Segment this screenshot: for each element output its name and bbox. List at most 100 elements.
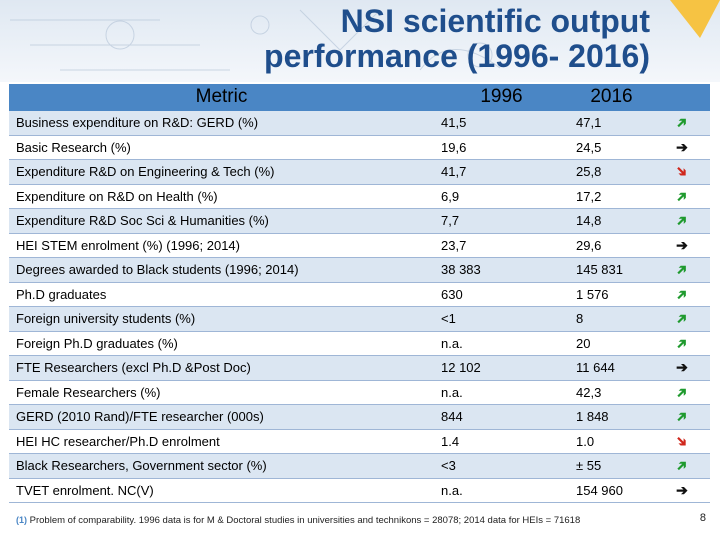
- value-2016-cell: 8: [569, 306, 654, 332]
- header-1996: 1996: [434, 84, 569, 111]
- footnote: (1) Problem of comparability. 1996 data …: [16, 514, 636, 527]
- metric-cell: Black Researchers, Government sector (%): [9, 453, 434, 479]
- page-title: NSI scientific output performance (1996-…: [264, 4, 650, 74]
- table-header-row: Metric 1996 2016: [9, 84, 710, 111]
- trend-cell: ➔: [654, 135, 710, 160]
- metric-cell: FTE Researchers (excl Ph.D &Post Doc): [9, 355, 434, 381]
- value-2016-cell: 1.0: [569, 429, 654, 454]
- value-1996-cell: <3: [434, 453, 569, 479]
- trend-up-arrow-icon: ➔: [671, 406, 692, 427]
- trend-cell: ➔: [654, 184, 710, 209]
- value-1996-cell: 7,7: [434, 208, 569, 234]
- value-2016-cell: 17,2: [569, 184, 654, 209]
- trend-cell: ➔: [654, 306, 710, 332]
- trend-cell: ➔: [654, 233, 710, 258]
- table-row: Black Researchers, Government sector (%)…: [9, 453, 710, 479]
- trend-cell: ➔: [654, 453, 710, 479]
- value-2016-cell: 145 831: [569, 257, 654, 283]
- trend-cell: ➔: [654, 257, 710, 283]
- page-number: 8: [699, 512, 706, 524]
- trend-up-arrow-icon: ➔: [671, 112, 692, 133]
- table-row: Ph.D graduates 630 1 576 ➔: [9, 282, 710, 307]
- trend-up-arrow-icon: ➔: [671, 284, 692, 304]
- trend-cell: ➔: [654, 282, 710, 307]
- value-1996-cell: 23,7: [434, 233, 569, 258]
- value-1996-cell: n.a.: [434, 331, 569, 356]
- title-line-2: performance (1996- 2016): [264, 38, 650, 74]
- metric-cell: Degrees awarded to Black students (1996;…: [9, 257, 434, 283]
- banner-decoration: [10, 9, 501, 71]
- title-line-1: NSI scientific output: [340, 3, 650, 39]
- value-2016-cell: 1 576: [569, 282, 654, 307]
- value-1996-cell: 6,9: [434, 184, 569, 209]
- trend-up-arrow-icon: ➔: [671, 308, 692, 329]
- value-2016-cell: 25,8: [569, 159, 654, 185]
- value-2016-cell: 1 848: [569, 404, 654, 430]
- value-1996-cell: 630: [434, 282, 569, 307]
- value-2016-cell: 47,1: [569, 110, 654, 136]
- trend-down-arrow-icon: ➔: [672, 161, 693, 182]
- value-1996-cell: 19,6: [434, 135, 569, 160]
- trend-up-arrow-icon: ➔: [671, 333, 692, 353]
- table-row: FTE Researchers (excl Ph.D &Post Doc) 12 …: [9, 355, 710, 381]
- value-1996-cell: 1.4: [434, 429, 569, 454]
- trend-up-arrow-icon: ➔: [671, 186, 692, 206]
- metric-cell: Female Researchers (%): [9, 380, 434, 405]
- table-row: HEI STEM enrolment (%) (1996; 2014) 23,7 2…: [9, 233, 710, 258]
- header-metric: Metric: [9, 84, 434, 111]
- trend-cell: ➔: [654, 355, 710, 381]
- header-trend: [654, 84, 710, 111]
- trend-up-arrow-icon: ➔: [671, 455, 692, 476]
- table-row: Basic Research (%) 19,6 24,5 ➔: [9, 135, 710, 160]
- trend-right-arrow-icon: ➔: [676, 236, 688, 253]
- metric-cell: HEI STEM enrolment (%) (1996; 2014): [9, 233, 434, 258]
- metric-cell: Foreign Ph.D graduates (%): [9, 331, 434, 356]
- trend-cell: ➔: [654, 208, 710, 234]
- value-1996-cell: 844: [434, 404, 569, 430]
- value-1996-cell: 41,5: [434, 110, 569, 136]
- table-row: HEI HC researcher/Ph.D enrolment 1.4 1.0 ➔: [9, 429, 710, 454]
- metric-cell: Ph.D graduates: [9, 282, 434, 307]
- table-row: GERD (2010 Rand)/FTE researcher (000s) 84…: [9, 404, 710, 430]
- trend-right-arrow-icon: ➔: [676, 138, 688, 155]
- trend-cell: ➔: [654, 429, 710, 454]
- trend-right-arrow-icon: ➔: [676, 481, 688, 498]
- table-row: Foreign university students (%) <1 8 ➔: [9, 306, 710, 332]
- value-2016-cell: 14,8: [569, 208, 654, 234]
- corner-triangle-decoration: [670, 0, 720, 38]
- table-row: Female Researchers (%) n.a. 42,3 ➔: [9, 380, 710, 405]
- table-row: Expenditure R&D Soc Sci & Humanities (%)…: [9, 208, 710, 234]
- metric-cell: Foreign university students (%): [9, 306, 434, 332]
- title-banner: NSI scientific output performance (1996-…: [0, 0, 720, 82]
- value-2016-cell: 24,5: [569, 135, 654, 160]
- metric-cell: Expenditure R&D on Engineering & Tech (%…: [9, 159, 434, 185]
- value-1996-cell: n.a.: [434, 478, 569, 503]
- trend-up-arrow-icon: ➔: [671, 210, 692, 231]
- trend-up-arrow-icon: ➔: [671, 382, 692, 402]
- trend-cell: ➔: [654, 404, 710, 430]
- value-2016-cell: 154 960: [569, 478, 654, 503]
- footnote-text: Problem of comparability. 1996 data is f…: [29, 515, 581, 526]
- trend-cell: ➔: [654, 159, 710, 185]
- table-row: Degrees awarded to Black students (1996;…: [9, 257, 710, 283]
- table-row: Expenditure R&D on Engineering & Tech (%…: [9, 159, 710, 185]
- metric-cell: TVET enrolment. NC(V): [9, 478, 434, 503]
- value-1996-cell: n.a.: [434, 380, 569, 405]
- metrics-table-container: Metric 1996 2016 Business expenditure on…: [9, 84, 710, 503]
- table-row: Business expenditure on R&D: GERD (%) 41,…: [9, 110, 710, 136]
- trend-right-arrow-icon: ➔: [676, 359, 688, 376]
- metric-cell: GERD (2010 Rand)/FTE researcher (000s): [9, 404, 434, 430]
- trend-up-arrow-icon: ➔: [671, 259, 692, 280]
- metrics-table: Metric 1996 2016 Business expenditure on…: [9, 84, 710, 503]
- value-1996-cell: 38 383: [434, 257, 569, 283]
- metric-cell: Basic Research (%): [9, 135, 434, 160]
- value-2016-cell: 42,3: [569, 380, 654, 405]
- trend-down-arrow-icon: ➔: [672, 431, 693, 451]
- table-body: Business expenditure on R&D: GERD (%) 41,…: [9, 110, 710, 503]
- trend-cell: ➔: [654, 380, 710, 405]
- value-1996-cell: 41,7: [434, 159, 569, 185]
- table-row: TVET enrolment. NC(V) n.a. 154 960 ➔: [9, 478, 710, 503]
- value-1996-cell: <1: [434, 306, 569, 332]
- value-1996-cell: 12 102: [434, 355, 569, 381]
- metric-cell: Business expenditure on R&D: GERD (%): [9, 110, 434, 136]
